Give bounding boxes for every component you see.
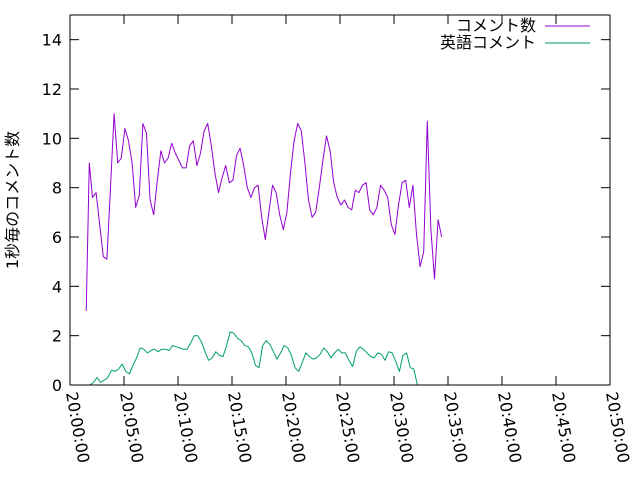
y-axis-label: 1秒毎のコメント数 [3, 131, 22, 269]
y-tick-label: 2 [52, 327, 62, 346]
y-tick-label: 0 [52, 376, 62, 395]
legend-label: 英語コメント [440, 33, 536, 52]
legend-label: コメント数 [456, 16, 536, 35]
series-layer [85, 113, 443, 386]
y-tick-label: 4 [52, 277, 62, 296]
plot-area-border [69, 14, 611, 386]
series-line-0 [85, 113, 443, 312]
y-tick-label: 6 [52, 228, 62, 247]
series-line-1 [86, 331, 418, 386]
y-tick-label: 14 [42, 31, 62, 50]
y-tick-label: 8 [52, 179, 62, 198]
y-tick-label: 10 [42, 129, 62, 148]
y-tick-label: 12 [42, 80, 62, 99]
